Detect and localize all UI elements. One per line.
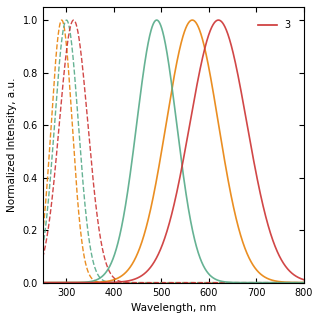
Y-axis label: Normalized Intensity, a.u.: Normalized Intensity, a.u. [7, 77, 17, 212]
X-axis label: Wavelength, nm: Wavelength, nm [131, 303, 216, 313]
Legend: 3: 3 [255, 17, 294, 33]
